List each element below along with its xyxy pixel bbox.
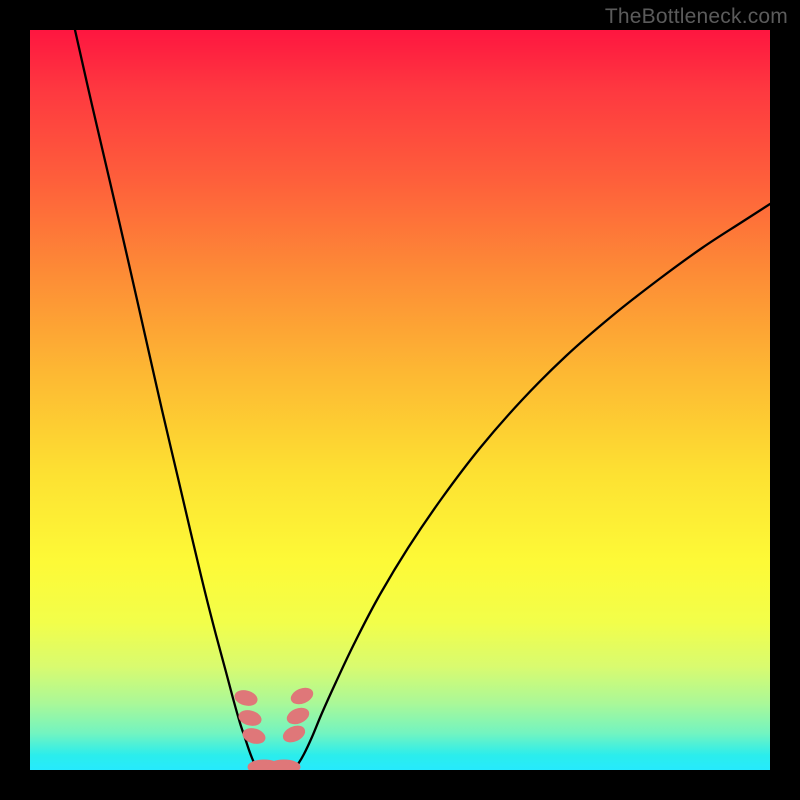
curve-svg (30, 30, 770, 770)
valley-marker (281, 723, 307, 745)
watermark-text: TheBottleneck.com (605, 5, 788, 29)
valley-marker (241, 726, 266, 746)
curve-left-branch (75, 30, 256, 767)
valley-marker (285, 705, 311, 726)
valley-marker (268, 760, 300, 770)
plot-area (30, 30, 770, 770)
valley-marker (233, 688, 258, 707)
curve-right-branch (294, 204, 770, 768)
valley-marker (289, 685, 315, 706)
